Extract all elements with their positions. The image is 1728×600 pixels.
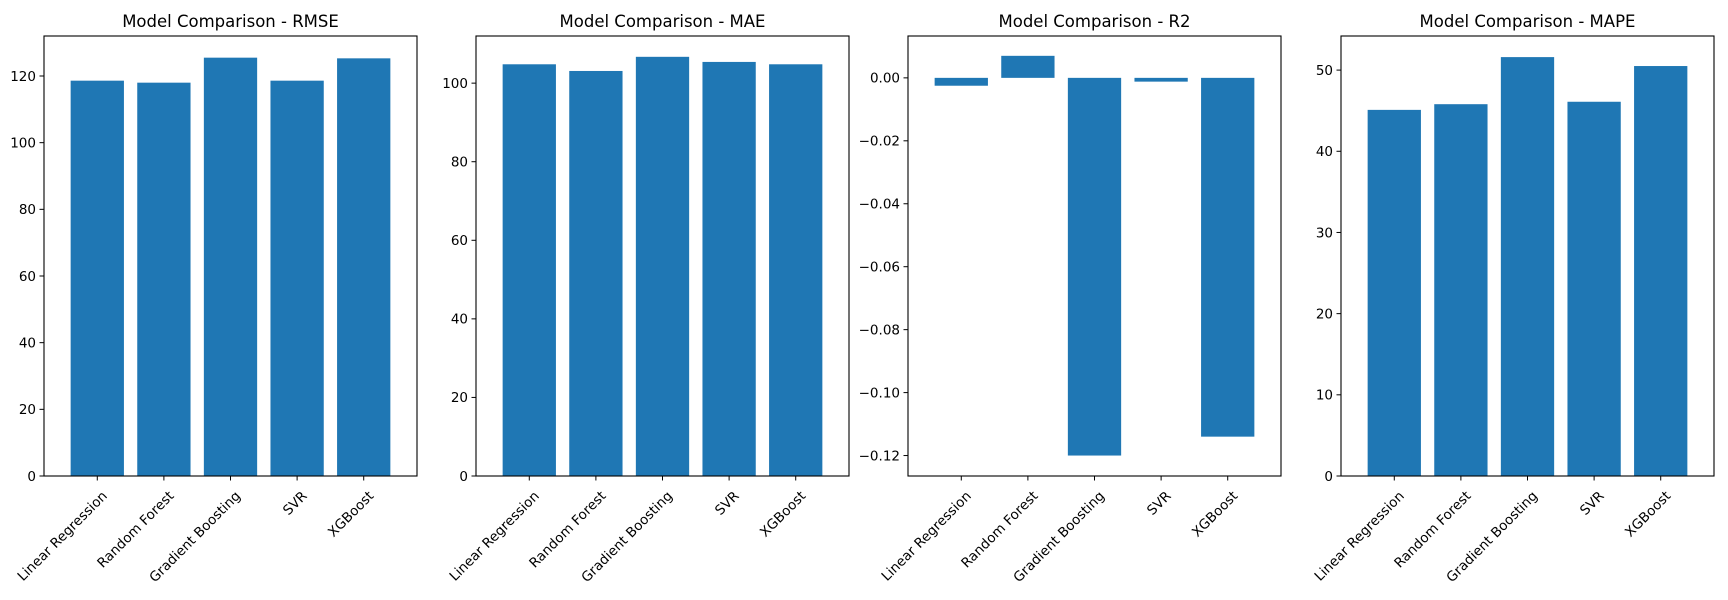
chart-title-mae: Model Comparison - MAE — [560, 12, 766, 31]
y-tick-label-mae-2: 40 — [451, 312, 468, 328]
bar-rmse-2 — [203, 57, 258, 477]
y-tick-label-r2-1: −0.02 — [859, 134, 900, 150]
x-tick-label-rmse-4: XGBoost — [325, 488, 377, 540]
x-tick-label-mape-0: Linear Regression — [1312, 488, 1408, 584]
y-tick-label-rmse-5: 100 — [10, 135, 36, 151]
bar-mae-1 — [569, 70, 623, 476]
bar-mape-2 — [1500, 57, 1555, 477]
chart-panel-mape: Model Comparison - MAPE Linear Regression… — [1312, 12, 1715, 586]
axes-frame-mape — [1340, 35, 1715, 477]
bar-rmse-3 — [270, 80, 324, 477]
y-tick-label-mae-3: 60 — [451, 233, 468, 249]
x-tick-label-r2-3: SVR — [1144, 488, 1175, 519]
y-tick-label-mape-4: 40 — [1316, 144, 1333, 160]
bar-mape-3 — [1567, 101, 1621, 476]
y-tick-label-rmse-2: 40 — [19, 335, 36, 351]
axes-frame-r2 — [907, 35, 1282, 477]
y-tick-label-r2-2: −0.04 — [859, 197, 900, 213]
y-tick-label-rmse-4: 80 — [19, 202, 36, 218]
x-tick-label-mape-3: SVR — [1577, 488, 1608, 519]
bar-r2-3 — [1134, 77, 1188, 82]
chart-panel-rmse: Model Comparison - RMSE Linear Regression… — [10, 12, 418, 586]
x-tick-label-r2-0: Linear Regression — [879, 488, 975, 584]
bar-mape-4 — [1634, 66, 1688, 477]
bar-rmse-1 — [137, 82, 191, 477]
chart-title-mape: Model Comparison - MAPE — [1420, 12, 1636, 31]
y-tick-label-mae-0: 0 — [459, 469, 468, 485]
y-tick-label-rmse-1: 20 — [19, 402, 36, 418]
x-tick-label-mae-3: SVR — [712, 488, 743, 519]
y-tick-label-mae-4: 80 — [451, 155, 468, 171]
y-tick-label-mae-5: 100 — [442, 76, 468, 92]
chart-title-rmse: Model Comparison - RMSE — [122, 12, 339, 31]
bar-rmse-4 — [337, 58, 391, 476]
y-tick-label-r2-4: −0.08 — [859, 322, 900, 338]
y-tick-label-r2-6: −0.12 — [859, 448, 900, 464]
bar-mae-2 — [635, 56, 690, 476]
y-tick-label-mape-3: 30 — [1316, 225, 1333, 241]
bar-r2-0 — [934, 77, 988, 86]
bar-mape-0 — [1367, 109, 1421, 476]
y-tick-label-rmse-0: 0 — [27, 469, 36, 485]
axes-frame-mae — [475, 35, 850, 477]
x-tick-label-mae-4: XGBoost — [757, 488, 809, 540]
y-tick-label-mae-1: 20 — [451, 390, 468, 406]
x-tick-label-mae-0: Linear Regression — [447, 488, 543, 584]
bar-mae-3 — [702, 61, 756, 477]
y-tick-label-mape-1: 10 — [1316, 388, 1333, 404]
bar-rmse-0 — [70, 80, 124, 477]
bar-mae-0 — [502, 64, 556, 477]
bar-r2-2 — [1067, 77, 1122, 456]
y-tick-label-mape-0: 0 — [1324, 469, 1333, 485]
chart-title-r2: Model Comparison - R2 — [999, 12, 1191, 31]
y-tick-label-rmse-6: 120 — [10, 69, 36, 85]
bar-mape-1 — [1434, 104, 1488, 476]
y-tick-label-rmse-3: 60 — [19, 269, 36, 285]
y-tick-label-mape-5: 50 — [1316, 63, 1333, 79]
axes-frame-rmse — [43, 35, 418, 477]
x-tick-label-r2-4: XGBoost — [1189, 488, 1241, 540]
x-tick-label-rmse-3: SVR — [280, 488, 311, 519]
y-tick-label-r2-0: 0.00 — [870, 71, 900, 87]
x-tick-label-rmse-0: Linear Regression — [15, 488, 111, 584]
y-tick-label-r2-3: −0.06 — [859, 260, 900, 276]
y-tick-label-mape-2: 20 — [1316, 306, 1333, 322]
bar-r2-1 — [1001, 55, 1055, 78]
bar-mae-4 — [769, 64, 823, 477]
bar-r2-4 — [1201, 77, 1255, 437]
y-tick-label-r2-5: −0.10 — [859, 385, 900, 401]
x-tick-label-mape-4: XGBoost — [1622, 488, 1674, 540]
